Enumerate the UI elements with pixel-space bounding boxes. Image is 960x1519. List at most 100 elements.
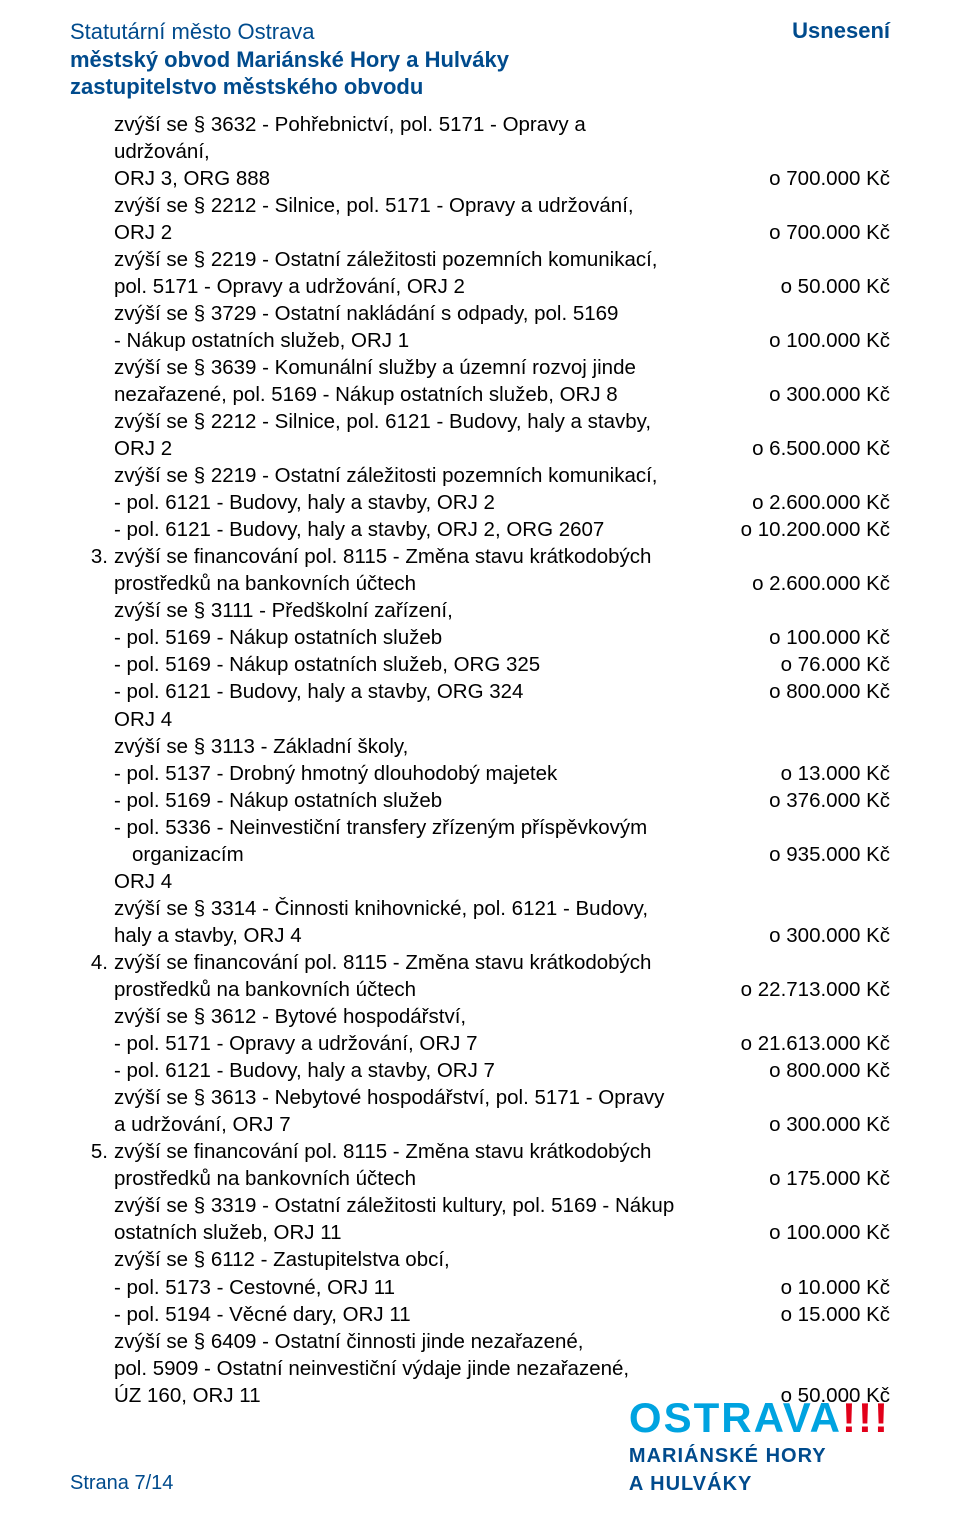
body-row: - pol. 5173 - Cestovné, ORJ 11o 10.000 K… [70,1274,890,1301]
body-row: - Nákup ostatních služeb, ORJ 1o 100.000… [70,327,890,354]
row-amount: o 2.600.000 Kč [690,489,890,516]
row-number [70,787,114,814]
page: Statutární město Ostrava městský obvod M… [0,0,960,1519]
row-text: zvýší se § 3319 - Ostatní záležitosti ku… [114,1192,690,1219]
row-amount [690,300,890,327]
org-line3: zastupitelstvo městského obvodu [70,73,509,101]
body-row: ORJ 2o 700.000 Kč [70,219,890,246]
row-amount: o 800.000 Kč [690,1057,890,1084]
row-number [70,435,114,462]
row-number [70,516,114,543]
body-row: ORJ 3, ORG 888o 700.000 Kč [70,165,890,192]
logo-sub2: A HULVÁKY [629,1473,890,1495]
row-amount: o 100.000 Kč [690,327,890,354]
row-amount: o 700.000 Kč [690,165,890,192]
body-row: zvýší se § 3632 - Pohřebnictví, pol. 517… [70,111,890,165]
row-amount [690,1192,890,1219]
body-row: prostředků na bankovních účtecho 22.713.… [70,976,890,1003]
row-text: nezařazené, pol. 5169 - Nákup ostatních … [114,381,690,408]
body-row: organizacímo 935.000 Kč [70,841,890,868]
row-text: haly a stavby, ORJ 4 [114,922,690,949]
row-number [70,706,114,733]
row-number: 5. [70,1138,114,1165]
row-amount: o 175.000 Kč [690,1165,890,1192]
row-amount [690,111,890,165]
row-number [70,354,114,381]
row-amount: o 300.000 Kč [690,381,890,408]
row-number [70,1111,114,1138]
body-row: zvýší se § 3314 - Činnosti knihovnické, … [70,895,890,922]
row-text: organizacím [114,841,690,868]
row-text: zvýší se § 3729 - Ostatní nakládání s od… [114,300,690,327]
logo-bangs: !!! [842,1394,890,1441]
body-row: zvýší se § 2219 - Ostatní záležitosti po… [70,246,890,273]
row-number [70,651,114,678]
row-number [70,733,114,760]
row-number [70,489,114,516]
row-amount [690,597,890,624]
row-number [70,1057,114,1084]
logo-text: OSTRAVA [629,1394,842,1441]
body-row: 4.zvýší se financování pol. 8115 - Změna… [70,949,890,976]
row-number [70,1192,114,1219]
row-text: - pol. 5171 - Opravy a udržování, ORJ 7 [114,1030,690,1057]
row-amount [690,895,890,922]
row-text: zvýší se § 2219 - Ostatní záležitosti po… [114,462,690,489]
body-row: - pol. 5169 - Nákup ostatních služeb, OR… [70,651,890,678]
row-text: ORJ 4 [114,868,690,895]
row-text: ORJ 2 [114,219,690,246]
row-number [70,1003,114,1030]
row-text: zvýší se § 3613 - Nebytové hospodářství,… [114,1084,690,1111]
footer: Strana 7/14 OSTRAVA!!! MARIÁNSKÉ HORY A … [70,1397,890,1495]
org-block: Statutární město Ostrava městský obvod M… [70,18,509,101]
row-number [70,1355,114,1382]
row-amount: o 13.000 Kč [690,760,890,787]
body-row: - pol. 6121 - Budovy, haly a stavby, ORJ… [70,516,890,543]
body-row: - pol. 6121 - Budovy, haly a stavby, ORG… [70,678,890,705]
row-number [70,814,114,841]
row-number [70,678,114,705]
row-text: zvýší se § 3113 - Základní školy, [114,733,690,760]
body-row: ORJ 2o 6.500.000 Kč [70,435,890,462]
row-text: zvýší se § 3632 - Pohřebnictví, pol. 517… [114,111,690,165]
row-number [70,165,114,192]
body-row: zvýší se § 3613 - Nebytové hospodářství,… [70,1084,890,1111]
row-text: pol. 5171 - Opravy a udržování, ORJ 2 [114,273,690,300]
row-text: ostatních služeb, ORJ 11 [114,1219,690,1246]
row-amount: o 300.000 Kč [690,1111,890,1138]
body-row: ORJ 4 [70,706,890,733]
org-line2: městský obvod Mariánské Hory a Hulváky [70,46,509,74]
row-text: - Nákup ostatních služeb, ORJ 1 [114,327,690,354]
body-row: - pol. 5137 - Drobný hmotný dlouhodobý m… [70,760,890,787]
row-amount [690,408,890,435]
row-text: ORJ 4 [114,706,690,733]
body-row: haly a stavby, ORJ 4o 300.000 Kč [70,922,890,949]
row-amount: o 10.200.000 Kč [690,516,890,543]
row-amount [690,1246,890,1273]
row-amount: o 376.000 Kč [690,787,890,814]
row-text: zvýší se § 3111 - Předškolní zařízení, [114,597,690,624]
row-amount [690,1003,890,1030]
row-amount: o 2.600.000 Kč [690,570,890,597]
row-text: - pol. 6121 - Budovy, haly a stavby, ORG… [114,678,690,705]
row-text: - pol. 5194 - Věcné dary, ORJ 11 [114,1301,690,1328]
row-text: prostředků na bankovních účtech [114,570,690,597]
document-header: Statutární město Ostrava městský obvod M… [70,18,890,101]
row-number [70,111,114,165]
row-text: ORJ 2 [114,435,690,462]
document-body: zvýší se § 3632 - Pohřebnictví, pol. 517… [70,111,890,1409]
row-number [70,219,114,246]
row-number [70,381,114,408]
row-amount [690,192,890,219]
row-text: - pol. 6121 - Budovy, haly a stavby, ORJ… [114,489,690,516]
row-amount: o 76.000 Kč [690,651,890,678]
row-number [70,1301,114,1328]
row-number [70,246,114,273]
row-amount [690,1328,890,1355]
row-number [70,273,114,300]
row-amount: o 935.000 Kč [690,841,890,868]
row-number: 3. [70,543,114,570]
row-number: 4. [70,949,114,976]
row-number [70,1219,114,1246]
row-number [70,895,114,922]
